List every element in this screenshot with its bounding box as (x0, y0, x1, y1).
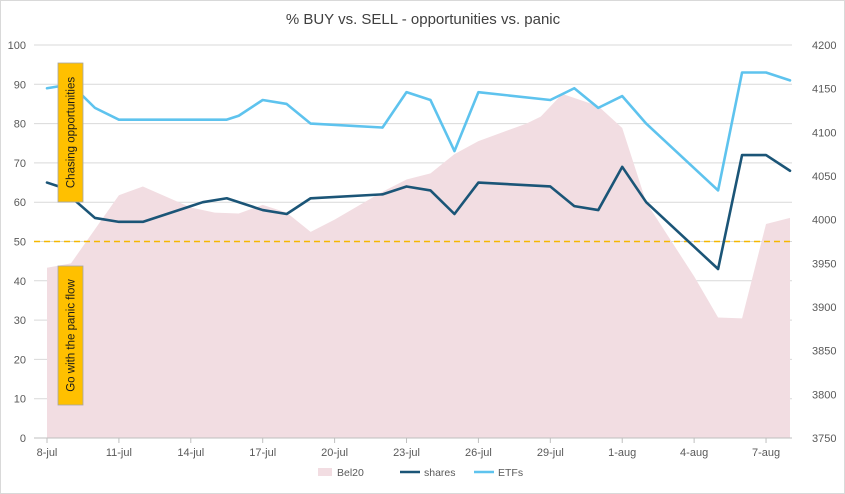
x-tick-label: 11-jul (106, 447, 132, 459)
x-tick-label: 20-jul (321, 447, 348, 459)
x-tick-label: 1-aug (608, 447, 636, 459)
legend-item-bel20: Bel20 (318, 467, 364, 479)
x-tick-label: 8-jul (37, 447, 58, 459)
x-tick-label: 26-jul (465, 447, 492, 459)
series-lines (45, 71, 792, 271)
y-left-tick-label: 80 (14, 119, 26, 131)
legend: Bel20 shares ETFs (318, 467, 523, 479)
x-tick-label: 14-jul (177, 447, 204, 459)
y-left-tick-label: 0 (20, 433, 26, 445)
y-right-tick-label: 4150 (812, 84, 836, 96)
y-left-tick-label: 20 (14, 354, 26, 366)
y-right-tick-label: 3900 (812, 302, 836, 314)
y-right-tick-label: 4050 (812, 171, 836, 183)
annotation-text: Go with the panic flow (66, 279, 78, 392)
y-right-tick-label: 4100 (812, 127, 836, 139)
legend-swatch (318, 468, 332, 476)
legend-label: Bel20 (337, 467, 364, 479)
x-tick-label: 23-jul (393, 447, 420, 459)
annotations: Chasing opportunities Go with the panic f… (57, 62, 84, 406)
y-left-tick-label: 70 (14, 158, 26, 170)
bel20-area (47, 93, 790, 438)
etfs-line (45, 71, 792, 192)
y-left-tick-label: 40 (14, 276, 26, 288)
y-left-tick-label: 90 (14, 79, 26, 91)
y-left-tick-label: 100 (8, 40, 26, 52)
y-right-tick-label: 3850 (812, 346, 836, 358)
chart-title: % BUY vs. SELL - opportunities vs. panic (286, 11, 561, 28)
y-left-tick-label: 60 (14, 197, 26, 209)
annotation-text: Chasing opportunities (66, 77, 78, 188)
legend-item-etfs: ETFs (474, 467, 523, 479)
x-tick-label: 7-aug (752, 447, 780, 459)
annotation-go-with-panic-flow: Go with the panic flow (57, 265, 84, 406)
annotation-box (57, 62, 84, 203)
x-tick-label: 29-jul (537, 447, 564, 459)
bel20-area-layer (47, 93, 790, 438)
y-right-tick-label: 3950 (812, 258, 836, 270)
annotation-chasing-opportunities: Chasing opportunities (57, 62, 84, 203)
y-right-tick-label: 4200 (812, 40, 836, 52)
y-right-tick-label: 4000 (812, 215, 836, 227)
legend-label: shares (424, 467, 456, 479)
y-left-tick-label: 30 (14, 315, 26, 327)
y-right-tick-label: 3750 (812, 433, 836, 445)
axes: 0102030405060708090100375038003850390039… (8, 40, 837, 459)
legend-label: ETFs (498, 467, 523, 479)
legend-item-shares: shares (400, 467, 456, 479)
x-tick-label: 17-jul (249, 447, 276, 459)
shares-line (45, 153, 792, 271)
y-left-tick-label: 10 (14, 394, 26, 406)
annotation-box (57, 265, 84, 406)
x-tick-label: 4-aug (680, 447, 708, 459)
y-left-tick-label: 50 (14, 237, 26, 249)
y-right-tick-label: 3800 (812, 389, 836, 401)
